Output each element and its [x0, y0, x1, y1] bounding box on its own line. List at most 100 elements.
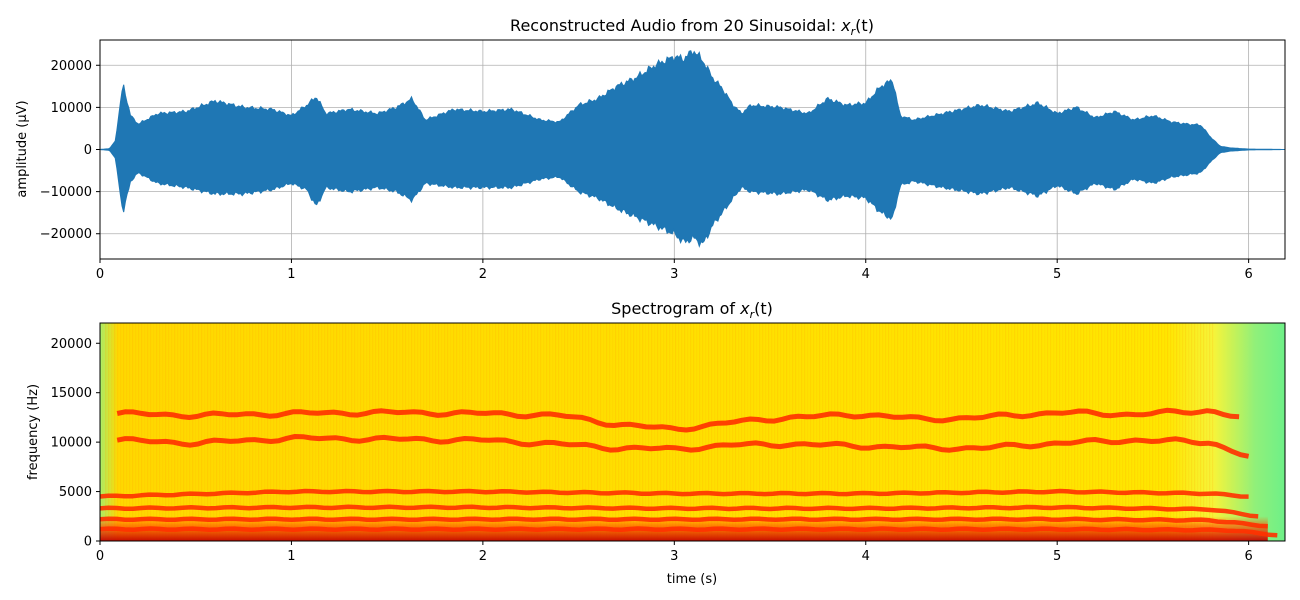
spectrogram-stripe: [894, 323, 896, 541]
spectrogram-band: [116, 407, 1240, 433]
spectrogram-stripe: [450, 323, 452, 541]
spectrogram-y-tick-label: 20000: [51, 337, 92, 352]
waveform-y-tick-label: 20000: [51, 59, 92, 74]
spectrogram-stripe: [171, 323, 173, 541]
spectrogram-stripe: [1089, 323, 1091, 541]
spectrogram-stripe: [165, 323, 167, 541]
spectrogram-stripe: [324, 323, 326, 541]
waveform-panel: Reconstructed Audio from 20 Sinusoidal: …: [15, 16, 1286, 282]
spectrogram-stripe: [495, 323, 497, 541]
spectrogram-stripe: [270, 323, 272, 541]
spectrogram-stripe: [744, 323, 746, 541]
spectrogram-stripe: [414, 323, 416, 541]
spectrogram-stripe: [612, 323, 614, 541]
spectrogram-stripe: [468, 323, 470, 541]
spectrogram-stripe: [1083, 323, 1085, 541]
spectrogram-stripe: [330, 323, 332, 541]
spectrogram-stripe: [225, 323, 227, 541]
spectrogram-stripe: [996, 323, 998, 541]
spectrogram-y-tick-label: 5000: [59, 485, 92, 500]
spectrogram-stripe: [909, 323, 911, 541]
spectrogram-stripe: [300, 323, 302, 541]
spectrogram-stripe: [1062, 323, 1064, 541]
spectrogram-x-ticks: 0 1 2 3 4 5 6: [96, 541, 1253, 564]
spectrogram-stripe: [993, 323, 995, 541]
spectrogram-stripe: [153, 323, 155, 541]
spectrogram-background: [100, 323, 1285, 541]
spectrogram-stripe: [483, 323, 485, 541]
spectrogram-stripe: [486, 323, 488, 541]
spectrogram-stripe: [396, 323, 398, 541]
spectrogram-stripe: [1188, 323, 1190, 541]
spectrogram-stripe: [843, 323, 845, 541]
spectrogram-stripe: [642, 323, 644, 541]
spectrogram-stripe: [138, 323, 140, 541]
spectrogram-stripe: [837, 323, 839, 541]
spectrogram-stripe: [669, 323, 671, 541]
spectrogram-stripe: [1047, 323, 1049, 541]
waveform-y-tick-label: −20000: [40, 227, 92, 242]
waveform-x-tick-label: 3: [670, 267, 678, 282]
spectrogram-stripe: [282, 323, 284, 541]
spectrogram-stripe: [462, 323, 464, 541]
spectrogram-stripe: [1158, 323, 1160, 541]
spectrogram-stripe: [633, 323, 635, 541]
spectrogram-stripe: [876, 323, 878, 541]
spectrogram-stripe: [465, 323, 467, 541]
spectrogram-stripe: [261, 323, 263, 541]
spectrogram-stripe: [1125, 323, 1127, 541]
spectrogram-band: [100, 504, 1259, 519]
spectrogram-stripe: [885, 323, 887, 541]
spectrogram-stripe: [1143, 323, 1145, 541]
spectrogram-stripe: [819, 323, 821, 541]
spectrogram-stripe: [132, 323, 134, 541]
spectrogram-stripe: [315, 323, 317, 541]
spectrogram-stripe: [903, 323, 905, 541]
spectrogram-stripe: [1182, 323, 1184, 541]
spectrogram-stripe: [723, 323, 725, 541]
spectrogram-x-tick-label: 3: [670, 549, 678, 564]
spectrogram-stripe: [264, 323, 266, 541]
spectrogram-stripe: [579, 323, 581, 541]
waveform-x-tick-label: 5: [1053, 267, 1061, 282]
spectrogram-stripe: [549, 323, 551, 541]
waveform-y-label: amplitude (μV): [15, 100, 30, 197]
spectrogram-stripe: [930, 323, 932, 541]
spectrogram-stripe: [1038, 323, 1040, 541]
spectrogram-stripe: [624, 323, 626, 541]
spectrogram-stripe: [807, 323, 809, 541]
spectrogram-stripe: [846, 323, 848, 541]
spectrogram-stripe: [123, 323, 125, 541]
spectrogram-x-label: time (s): [667, 572, 717, 587]
spectrogram-stripe: [426, 323, 428, 541]
spectrogram-stripe: [504, 323, 506, 541]
spectrogram-stripe: [927, 323, 929, 541]
spectrogram-stripe: [621, 323, 623, 541]
spectrogram-stripe: [699, 323, 701, 541]
spectrogram-stripe: [231, 323, 233, 541]
spectrogram-stripe: [771, 323, 773, 541]
spectrogram-stripe: [399, 323, 401, 541]
spectrogram-stripe: [360, 323, 362, 541]
spectrogram-stripe: [321, 323, 323, 541]
spectrogram-stripe: [339, 323, 341, 541]
spectrogram-stripe: [957, 323, 959, 541]
spectrogram-stripe: [654, 323, 656, 541]
spectrogram-stripe: [327, 323, 329, 541]
spectrogram-stripe: [501, 323, 503, 541]
spectrogram-stripe: [804, 323, 806, 541]
spectrogram-stripe: [102, 323, 104, 541]
spectrogram-stripe: [312, 323, 314, 541]
spectrogram-stripe: [1014, 323, 1016, 541]
spectrogram-stripe: [933, 323, 935, 541]
waveform-x-tick-label: 4: [862, 267, 870, 282]
spectrogram-stripe: [1074, 323, 1076, 541]
spectrogram-band: [100, 526, 1278, 538]
spectrogram-stripe: [729, 323, 731, 541]
spectrogram-stripe: [1206, 323, 1208, 541]
spectrogram-stripe: [732, 323, 734, 541]
spectrogram-stripe: [1164, 323, 1166, 541]
spectrogram-stripe: [972, 323, 974, 541]
spectrogram-stripe: [420, 323, 422, 541]
spectrogram-stripe: [402, 323, 404, 541]
